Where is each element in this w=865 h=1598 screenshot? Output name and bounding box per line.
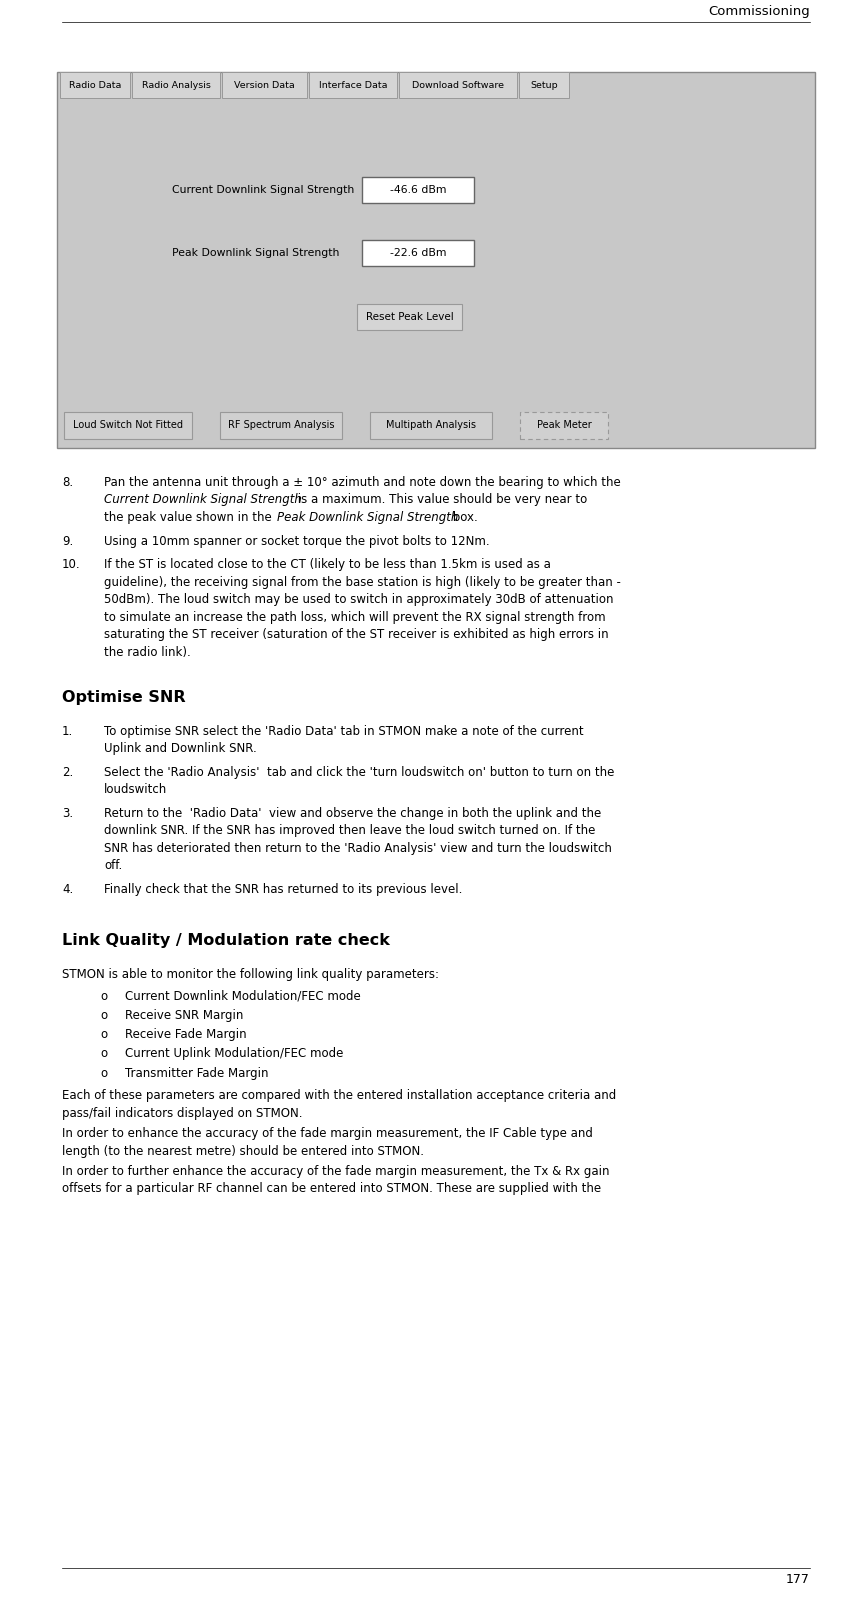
Text: Version Data: Version Data bbox=[234, 80, 295, 89]
Text: STMON is able to monitor the following link quality parameters:: STMON is able to monitor the following l… bbox=[62, 968, 439, 981]
Text: Current Downlink Modulation/FEC mode: Current Downlink Modulation/FEC mode bbox=[125, 989, 361, 1002]
Text: 177: 177 bbox=[786, 1572, 810, 1585]
Text: Setup: Setup bbox=[530, 80, 558, 89]
Text: Optimise SNR: Optimise SNR bbox=[62, 689, 186, 705]
Text: Transmitter Fade Margin: Transmitter Fade Margin bbox=[125, 1066, 268, 1080]
Text: -46.6 dBm: -46.6 dBm bbox=[390, 185, 446, 195]
Text: In order to enhance the accuracy of the fade margin measurement, the IF Cable ty: In order to enhance the accuracy of the … bbox=[62, 1127, 593, 1139]
Text: To optimise SNR select the 'Radio Data' tab in STMON make a note of the current: To optimise SNR select the 'Radio Data' … bbox=[104, 724, 584, 738]
Bar bbox=[370, 412, 492, 439]
Text: saturating the ST receiver (saturation of the ST receiver is exhibited as high e: saturating the ST receiver (saturation o… bbox=[104, 628, 609, 641]
Text: -22.6 dBm: -22.6 dBm bbox=[390, 248, 446, 257]
Text: Finally check that the SNR has returned to its previous level.: Finally check that the SNR has returned … bbox=[104, 882, 463, 896]
Text: Using a 10mm spanner or socket torque the pivot bolts to 12Nm.: Using a 10mm spanner or socket torque th… bbox=[104, 535, 490, 548]
Text: 1.: 1. bbox=[62, 724, 74, 738]
Bar bbox=[64, 412, 192, 439]
Text: SNR has deteriorated then return to the 'Radio Analysis' view and turn the louds: SNR has deteriorated then return to the … bbox=[104, 842, 612, 855]
Bar bbox=[222, 72, 307, 97]
Text: o: o bbox=[100, 989, 107, 1002]
Text: Current Uplink Modulation/FEC mode: Current Uplink Modulation/FEC mode bbox=[125, 1047, 343, 1061]
Bar bbox=[132, 72, 220, 97]
Text: Receive Fade Margin: Receive Fade Margin bbox=[125, 1028, 247, 1042]
Text: In order to further enhance the accuracy of the fade margin measurement, the Tx : In order to further enhance the accuracy… bbox=[62, 1165, 610, 1178]
Text: 10.: 10. bbox=[62, 558, 80, 570]
Text: o: o bbox=[100, 1008, 107, 1021]
Text: Select the 'Radio Analysis'  tab and click the 'turn loudswitch on' button to tu: Select the 'Radio Analysis' tab and clic… bbox=[104, 765, 614, 778]
Text: o: o bbox=[100, 1028, 107, 1042]
Text: Each of these parameters are compared with the entered installation acceptance c: Each of these parameters are compared wi… bbox=[62, 1090, 616, 1103]
Text: downlink SNR. If the SNR has improved then leave the loud switch turned on. If t: downlink SNR. If the SNR has improved th… bbox=[104, 825, 595, 837]
Text: Interface Data: Interface Data bbox=[318, 80, 388, 89]
Text: Radio Data: Radio Data bbox=[69, 80, 121, 89]
Text: guideline), the receiving signal from the base station is high (likely to be gre: guideline), the receiving signal from th… bbox=[104, 575, 621, 588]
Text: to simulate an increase the path loss, which will prevent the RX signal strength: to simulate an increase the path loss, w… bbox=[104, 610, 606, 623]
Bar bbox=[362, 240, 474, 265]
Text: Commissioning: Commissioning bbox=[708, 5, 810, 18]
Text: 8.: 8. bbox=[62, 476, 74, 489]
Text: box.: box. bbox=[449, 511, 477, 524]
Text: length (to the nearest metre) should be entered into STMON.: length (to the nearest metre) should be … bbox=[62, 1144, 424, 1157]
Text: is a maximum. This value should be very near to: is a maximum. This value should be very … bbox=[294, 494, 587, 507]
Text: pass/fail indicators displayed on STMON.: pass/fail indicators displayed on STMON. bbox=[62, 1107, 303, 1120]
Text: 50dBm). The loud switch may be used to switch in approximately 30dB of attenuati: 50dBm). The loud switch may be used to s… bbox=[104, 593, 613, 606]
Text: Peak Downlink Signal Strength: Peak Downlink Signal Strength bbox=[277, 511, 458, 524]
Text: Radio Analysis: Radio Analysis bbox=[142, 80, 210, 89]
Text: off.: off. bbox=[104, 860, 122, 873]
Bar bbox=[220, 412, 342, 439]
Text: 4.: 4. bbox=[62, 882, 74, 896]
Bar bbox=[520, 412, 608, 439]
Text: Return to the  'Radio Data'  view and observe the change in both the uplink and : Return to the 'Radio Data' view and obse… bbox=[104, 807, 601, 820]
Bar bbox=[357, 304, 462, 331]
Text: Link Quality / Modulation rate check: Link Quality / Modulation rate check bbox=[62, 933, 390, 948]
Bar bbox=[399, 72, 517, 97]
Text: Current Downlink Signal Strength: Current Downlink Signal Strength bbox=[104, 494, 302, 507]
Text: the radio link).: the radio link). bbox=[104, 646, 191, 658]
Text: 9.: 9. bbox=[62, 535, 74, 548]
Text: Pan the antenna unit through a ± 10° azimuth and note down the bearing to which : Pan the antenna unit through a ± 10° azi… bbox=[104, 476, 621, 489]
Text: Current Downlink Signal Strength: Current Downlink Signal Strength bbox=[172, 185, 355, 195]
Bar bbox=[362, 177, 474, 203]
Bar bbox=[309, 72, 397, 97]
Text: Multipath Analysis: Multipath Analysis bbox=[386, 420, 476, 430]
Text: Reset Peak Level: Reset Peak Level bbox=[366, 312, 453, 323]
Bar bbox=[519, 72, 569, 97]
Bar bbox=[60, 72, 130, 97]
Bar bbox=[57, 72, 815, 447]
Text: Peak Meter: Peak Meter bbox=[536, 420, 592, 430]
Text: o: o bbox=[100, 1066, 107, 1080]
Text: 2.: 2. bbox=[62, 765, 74, 778]
Text: Uplink and Downlink SNR.: Uplink and Downlink SNR. bbox=[104, 741, 257, 754]
Text: RF Spectrum Analysis: RF Spectrum Analysis bbox=[227, 420, 334, 430]
Text: offsets for a particular RF channel can be entered into STMON. These are supplie: offsets for a particular RF channel can … bbox=[62, 1183, 601, 1195]
Text: Download Software: Download Software bbox=[412, 80, 504, 89]
Text: If the ST is located close to the CT (likely to be less than 1.5km is used as a: If the ST is located close to the CT (li… bbox=[104, 558, 551, 570]
Text: Peak Downlink Signal Strength: Peak Downlink Signal Strength bbox=[172, 248, 339, 257]
Text: loudswitch: loudswitch bbox=[104, 783, 167, 796]
Text: 3.: 3. bbox=[62, 807, 74, 820]
Text: the peak value shown in the: the peak value shown in the bbox=[104, 511, 279, 524]
Text: Loud Switch Not Fitted: Loud Switch Not Fitted bbox=[73, 420, 183, 430]
Text: o: o bbox=[100, 1047, 107, 1061]
Text: Receive SNR Margin: Receive SNR Margin bbox=[125, 1008, 243, 1021]
